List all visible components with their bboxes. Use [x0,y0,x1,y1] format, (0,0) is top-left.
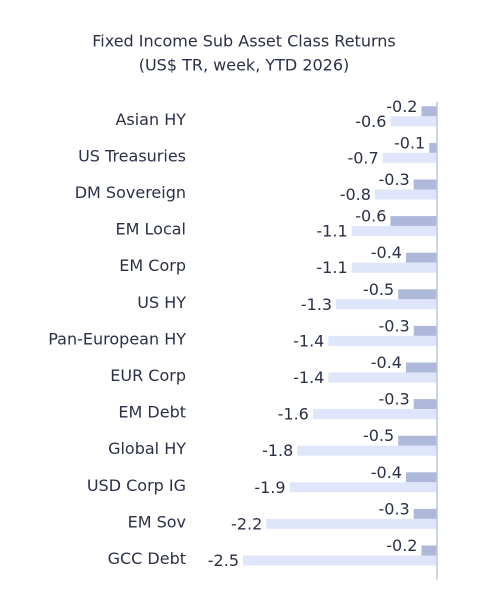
category-label: EM Local [116,220,186,239]
bar [374,189,437,200]
bar [266,518,437,529]
category-label: GCC Debt [108,549,186,568]
value-label: -1.4 [293,368,324,387]
category-label: Asian HY [115,110,186,129]
chart-title: Fixed Income Sub Asset Class Returns [92,32,395,51]
bar [421,545,437,556]
bar [390,216,437,227]
value-label: -0.5 [363,426,394,445]
value-label: -0.7 [347,148,378,167]
value-label: -1.8 [262,441,293,460]
value-label: -1.1 [316,222,347,241]
value-label: -0.2 [386,536,417,555]
bar [328,372,437,383]
bar [398,435,437,446]
category-label: DM Sovereign [75,183,186,202]
value-label: -0.5 [363,280,394,299]
bar [413,508,437,519]
category-label: EM Sov [128,512,186,531]
bar [413,325,437,336]
category-label: Pan-European HY [48,329,186,348]
value-label: -0.3 [379,390,410,409]
value-label: -2.5 [208,551,239,570]
bar [243,555,437,566]
bar [336,299,437,310]
bar [405,252,437,263]
value-label: -0.6 [355,207,386,226]
value-label: -0.4 [371,353,402,372]
bar [289,482,437,493]
bar [390,116,437,127]
category-label: EM Corp [119,256,186,275]
category-label: Global HY [108,439,186,458]
value-label: -0.1 [394,133,425,152]
bar [413,179,437,190]
value-label: -0.6 [355,112,386,131]
bar [328,335,437,346]
category-label: US Treasuries [78,146,186,165]
value-label: -1.9 [254,478,285,497]
bar [398,289,437,300]
value-label: -0.3 [379,316,410,335]
category-label: EUR Corp [110,366,186,385]
value-label: -0.3 [379,170,410,189]
bar [297,445,437,456]
value-label: -1.4 [293,331,324,350]
value-label: -0.4 [371,243,402,262]
value-label: -0.4 [371,463,402,482]
value-label: -1.3 [301,295,332,314]
value-label: -2.2 [231,514,262,533]
bar [421,106,437,117]
bar [405,472,437,483]
bar [351,262,437,273]
bar [312,409,437,420]
bar [382,152,437,163]
chart-subtitle: (US$ TR, week, YTD 2026) [139,56,350,75]
value-label: -0.8 [340,185,371,204]
bar [405,362,437,373]
value-label: -1.1 [316,258,347,277]
bar [413,399,437,410]
category-label: EM Debt [118,403,186,422]
value-label: -1.6 [278,405,309,424]
value-label: -0.2 [386,97,417,116]
value-label: -0.3 [379,499,410,518]
bar [351,226,437,237]
category-label: US HY [137,293,186,312]
bar [429,142,437,153]
category-label: USD Corp IG [87,476,186,495]
